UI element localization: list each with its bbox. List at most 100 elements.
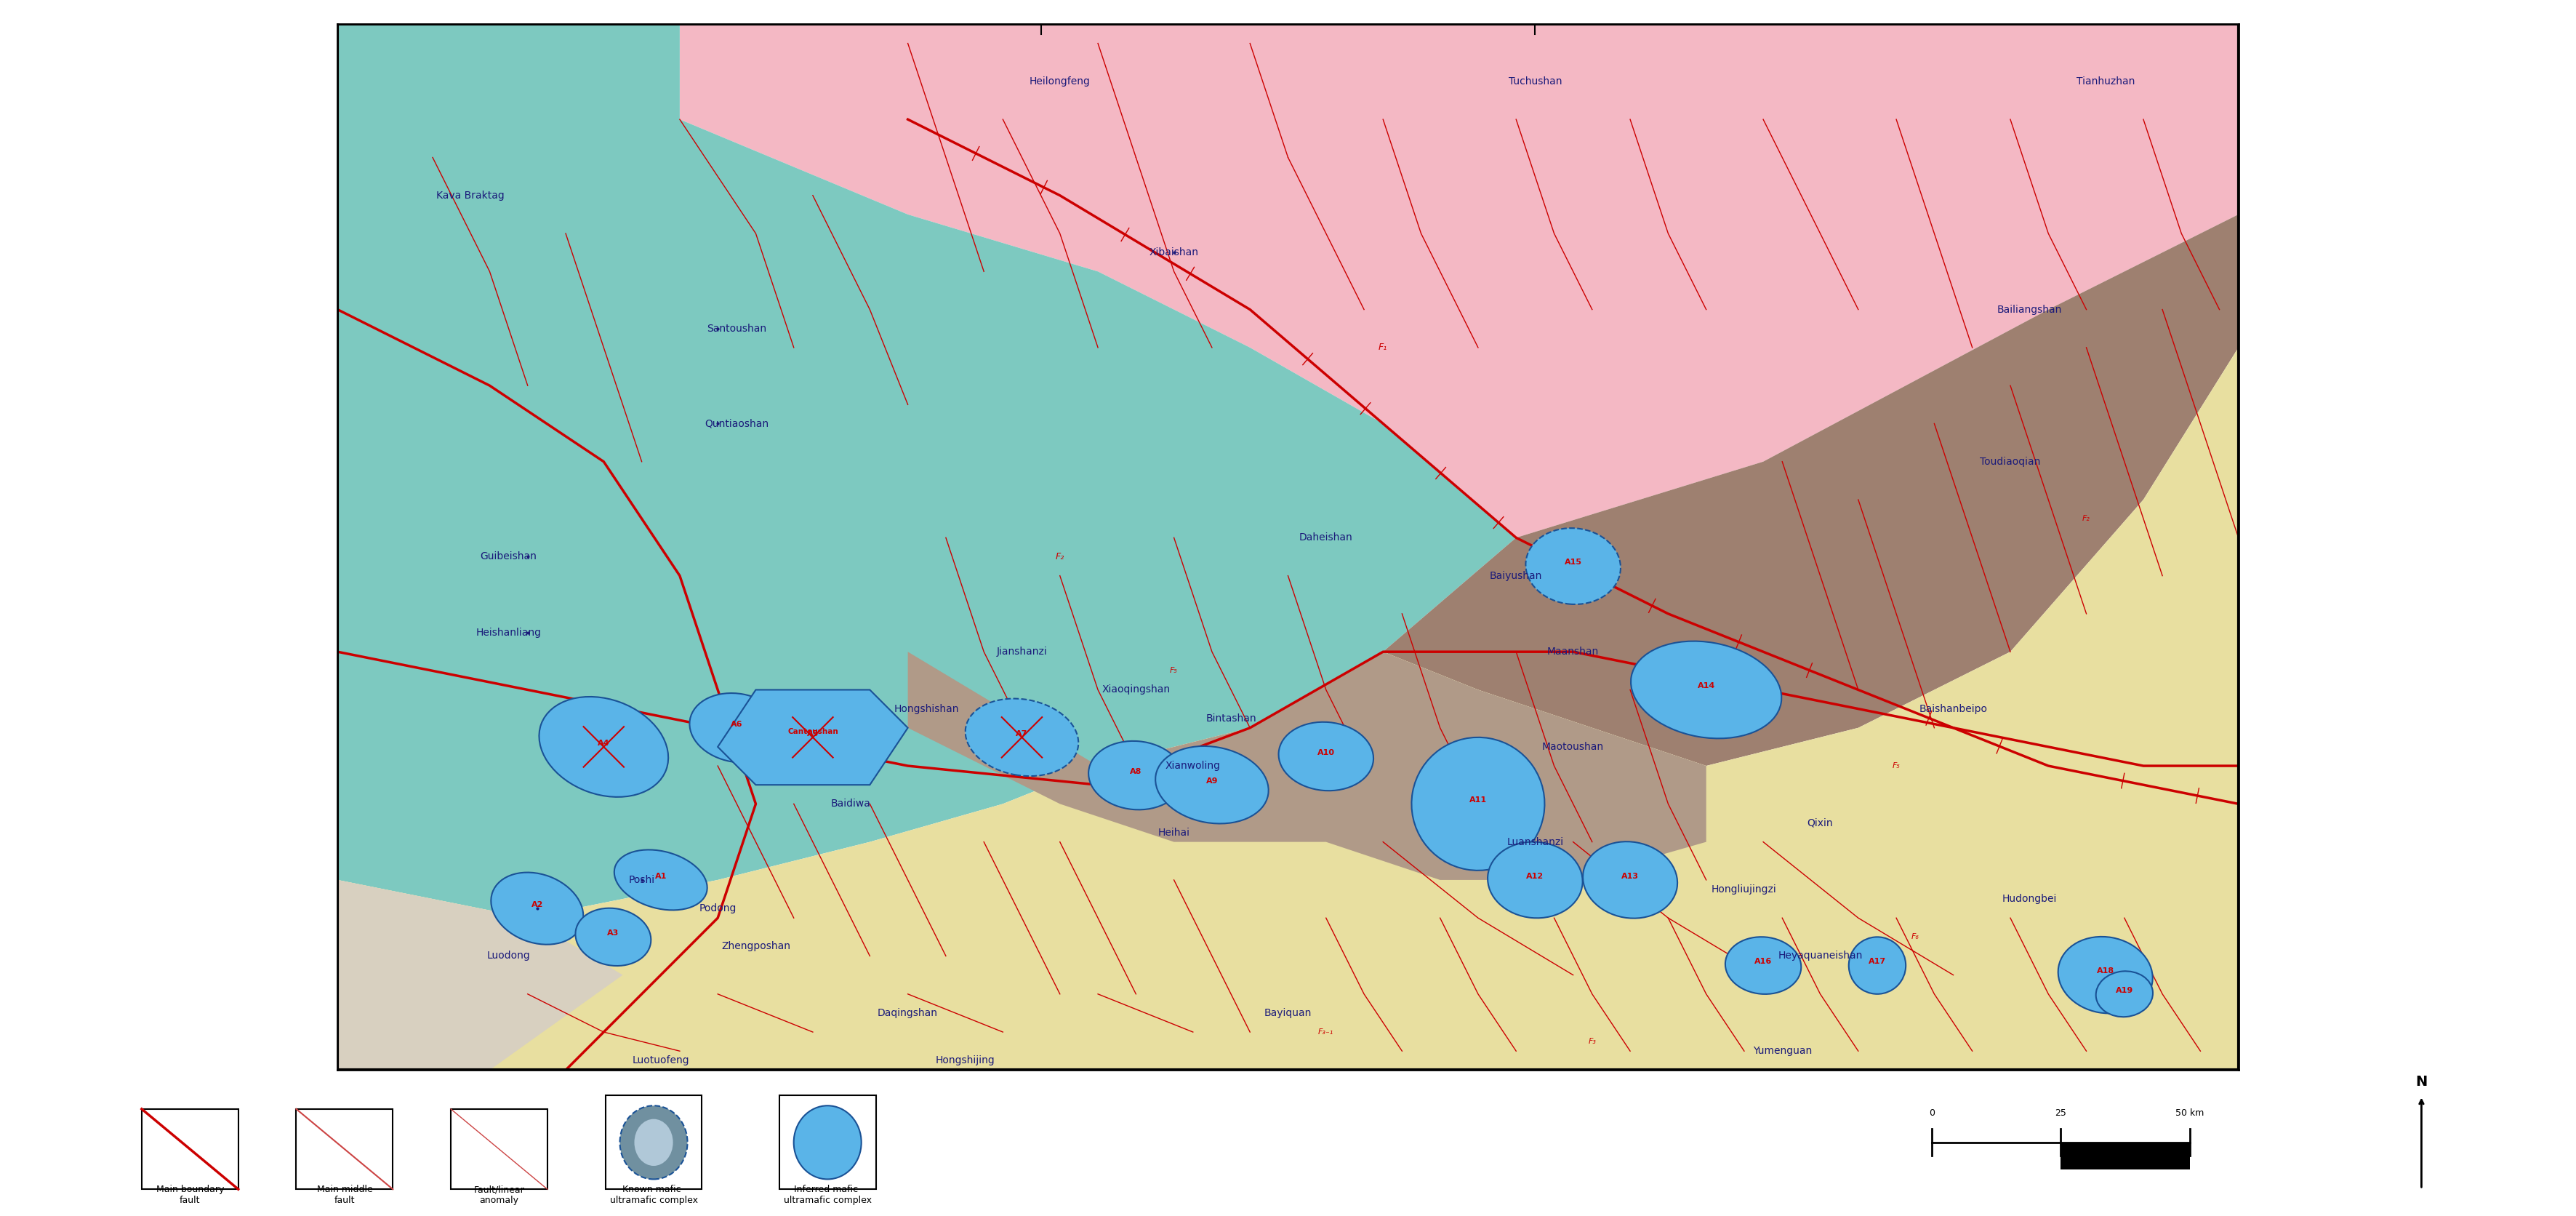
- Text: Main boundary
fault: Main boundary fault: [157, 1184, 224, 1205]
- Text: Luanshanzi: Luanshanzi: [1507, 837, 1564, 848]
- Text: Luotuofeng: Luotuofeng: [631, 1055, 690, 1065]
- Text: Bayiquan: Bayiquan: [1265, 1008, 1311, 1018]
- Bar: [781, 1096, 876, 1189]
- Text: Podong: Podong: [698, 903, 737, 913]
- Text: Jianshanzi: Jianshanzi: [997, 647, 1048, 657]
- Text: Zhengposhan: Zhengposhan: [721, 941, 791, 952]
- Text: Xianwoling: Xianwoling: [1164, 761, 1221, 771]
- Text: Guibeishan: Guibeishan: [479, 552, 536, 562]
- Text: A11: A11: [1468, 796, 1486, 804]
- Ellipse shape: [1278, 722, 1373, 790]
- Text: Maotoushan: Maotoushan: [1543, 742, 1605, 751]
- Ellipse shape: [1582, 841, 1677, 918]
- Text: A6: A6: [732, 720, 742, 727]
- Ellipse shape: [1631, 641, 1783, 738]
- Text: Hudongbei: Hudongbei: [2002, 894, 2056, 903]
- Ellipse shape: [492, 872, 582, 945]
- Polygon shape: [719, 689, 907, 784]
- Text: Bailiangshan: Bailiangshan: [1996, 304, 2061, 315]
- Ellipse shape: [793, 1105, 860, 1180]
- Text: A1: A1: [654, 873, 667, 879]
- Text: N: N: [2416, 1075, 2427, 1090]
- Ellipse shape: [634, 1119, 672, 1166]
- Polygon shape: [337, 24, 1517, 918]
- Text: Heyaquaneishan: Heyaquaneishan: [1777, 951, 1862, 961]
- Text: A19: A19: [2115, 986, 2133, 993]
- Text: Heihai: Heihai: [1159, 827, 1190, 838]
- Text: F₃₋₁: F₃₋₁: [1319, 1029, 1334, 1036]
- Ellipse shape: [1525, 528, 1620, 604]
- Ellipse shape: [2058, 936, 2154, 1013]
- Text: 50 km: 50 km: [2174, 1109, 2205, 1118]
- Bar: [605, 1096, 703, 1189]
- Polygon shape: [680, 24, 2239, 537]
- Bar: [2061, 1143, 2190, 1170]
- Text: Poshi: Poshi: [629, 874, 654, 885]
- Text: A5: A5: [806, 730, 819, 737]
- Bar: [142, 1109, 240, 1189]
- Text: F₅: F₅: [1893, 762, 1901, 770]
- Text: Quntiaoshan: Quntiaoshan: [706, 418, 768, 429]
- Text: A9: A9: [1206, 777, 1218, 784]
- Text: Bintashan: Bintashan: [1206, 714, 1257, 724]
- Text: Tuchushan: Tuchushan: [1510, 77, 1561, 86]
- Ellipse shape: [1489, 841, 1582, 918]
- Ellipse shape: [1850, 938, 1906, 993]
- Text: Heilongfeng: Heilongfeng: [1030, 77, 1090, 86]
- Text: A18: A18: [2097, 968, 2115, 975]
- Text: Santoushan: Santoushan: [706, 323, 768, 333]
- Text: A7: A7: [1015, 730, 1028, 737]
- Text: A4: A4: [598, 739, 611, 747]
- Polygon shape: [907, 652, 1705, 880]
- Text: 0: 0: [1929, 1109, 1935, 1118]
- Bar: [296, 1109, 394, 1189]
- Text: Hongliujingzi: Hongliujingzi: [1710, 884, 1777, 895]
- Text: Toudiaoqian: Toudiaoqian: [1981, 456, 2040, 467]
- Polygon shape: [337, 880, 623, 1070]
- Ellipse shape: [1090, 741, 1182, 810]
- Text: Daheishan: Daheishan: [1298, 533, 1352, 542]
- Text: A3: A3: [608, 929, 618, 936]
- Ellipse shape: [1726, 936, 1801, 995]
- Text: Fault/linear
anomaly: Fault/linear anomaly: [474, 1184, 526, 1205]
- Text: A10: A10: [1316, 749, 1334, 756]
- Polygon shape: [337, 348, 2239, 1070]
- Text: Heishanliang: Heishanliang: [477, 627, 541, 638]
- Text: 25: 25: [2056, 1109, 2066, 1118]
- Bar: [1932, 1143, 2061, 1170]
- Text: F₆: F₆: [1911, 934, 1919, 941]
- Ellipse shape: [690, 693, 783, 762]
- Text: A14: A14: [1698, 682, 1716, 689]
- Text: Tianhuzhan: Tianhuzhan: [2076, 77, 2136, 86]
- Text: Daqingshan: Daqingshan: [878, 1008, 938, 1018]
- Ellipse shape: [613, 850, 708, 910]
- Text: Baiyushan: Baiyushan: [1489, 570, 1543, 581]
- Text: Hongshijing: Hongshijing: [935, 1055, 994, 1065]
- Polygon shape: [1383, 214, 2239, 766]
- Text: A16: A16: [1754, 958, 1772, 966]
- Bar: [451, 1109, 549, 1189]
- Text: A12: A12: [1528, 873, 1543, 879]
- Text: Known mafic-
ultramafic complex: Known mafic- ultramafic complex: [611, 1184, 698, 1205]
- Text: F₅: F₅: [1170, 668, 1177, 675]
- Text: F₁: F₁: [1378, 343, 1388, 353]
- Text: Xibaishan: Xibaishan: [1149, 247, 1198, 258]
- Text: Inferred mafic-
ultramafic complex: Inferred mafic- ultramafic complex: [783, 1184, 871, 1205]
- Text: A15: A15: [1564, 559, 1582, 565]
- Text: F₂: F₂: [1056, 552, 1064, 562]
- Ellipse shape: [1157, 747, 1267, 823]
- Text: A13: A13: [1620, 873, 1638, 879]
- Text: Yumenguan: Yumenguan: [1752, 1046, 1811, 1057]
- Text: Luodong: Luodong: [487, 951, 531, 961]
- Ellipse shape: [538, 697, 667, 796]
- Text: Main middle
fault: Main middle fault: [317, 1184, 374, 1205]
- Ellipse shape: [966, 699, 1079, 776]
- Text: A17: A17: [1868, 958, 1886, 966]
- Text: Cantoushan: Cantoushan: [788, 728, 837, 736]
- Ellipse shape: [621, 1105, 688, 1180]
- Text: Xiaoqingshan: Xiaoqingshan: [1103, 685, 1170, 694]
- Ellipse shape: [574, 908, 652, 966]
- Ellipse shape: [1412, 737, 1546, 871]
- Ellipse shape: [757, 698, 868, 777]
- Text: Maanshan: Maanshan: [1548, 647, 1600, 657]
